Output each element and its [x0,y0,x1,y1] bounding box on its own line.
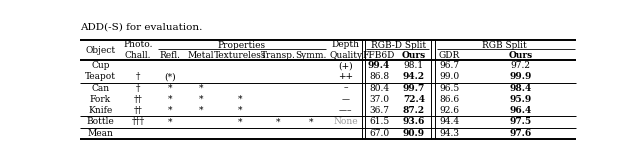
Text: Symm.: Symm. [296,51,327,60]
Text: 94.4: 94.4 [439,117,459,127]
Text: †: † [136,72,140,81]
Text: 99.9: 99.9 [509,72,532,81]
Text: †: † [136,84,140,93]
Text: 92.6: 92.6 [439,106,459,115]
Text: 95.9: 95.9 [509,95,532,104]
Text: *: * [276,117,281,127]
Text: 98.4: 98.4 [509,84,532,93]
Text: 97.6: 97.6 [509,129,532,138]
Text: ADD(-S) for evaluation.: ADD(-S) for evaluation. [80,23,202,32]
Text: Depth
Quality: Depth Quality [330,41,362,60]
Text: *: * [199,95,204,104]
Text: 61.5: 61.5 [369,117,389,127]
Text: 97.2: 97.2 [511,61,531,70]
Text: –––: ––– [339,106,353,115]
Text: Bottle: Bottle [86,117,114,127]
Text: 93.6: 93.6 [403,117,425,127]
Text: (+): (+) [339,61,353,70]
Text: Cup: Cup [91,61,109,70]
Text: Properties: Properties [218,41,266,50]
Text: 94.3: 94.3 [439,129,459,138]
Text: None: None [333,117,358,127]
Text: *: * [238,117,243,127]
Text: 90.9: 90.9 [403,129,425,138]
Text: 87.2: 87.2 [403,106,425,115]
Text: Metal: Metal [188,51,214,60]
Text: ––: –– [341,95,350,104]
Text: 98.1: 98.1 [404,61,424,70]
Text: 97.5: 97.5 [509,117,531,127]
Text: *: * [238,106,243,115]
Text: ++: ++ [339,72,353,81]
Text: *: * [238,95,243,104]
Text: *: * [168,84,172,93]
Text: Teapot: Teapot [85,72,116,81]
Text: †††: ††† [131,117,145,127]
Text: GDR: GDR [438,51,460,60]
Text: *: * [168,106,172,115]
Text: 96.5: 96.5 [439,84,459,93]
Text: Can: Can [92,84,109,93]
Text: 99.7: 99.7 [403,84,425,93]
Text: ††: †† [134,106,143,115]
Text: 96.7: 96.7 [439,61,459,70]
Text: Photo.
Chall.: Photo. Chall. [124,41,153,60]
Text: Ours: Ours [508,51,532,60]
Text: Knife: Knife [88,106,113,115]
Text: Ours: Ours [402,51,426,60]
Text: *: * [199,106,204,115]
Text: 72.4: 72.4 [403,95,425,104]
Text: 99.4: 99.4 [368,61,390,70]
Text: Refl.: Refl. [159,51,180,60]
Text: Object: Object [85,46,115,55]
Text: 86.6: 86.6 [439,95,459,104]
Text: *: * [168,95,172,104]
Text: ††: †† [134,95,143,104]
Text: RGB-D Split: RGB-D Split [371,41,426,50]
Text: 67.0: 67.0 [369,129,389,138]
Text: 36.7: 36.7 [369,106,389,115]
Text: (*): (*) [164,72,175,81]
Text: 96.4: 96.4 [509,106,532,115]
Text: 37.0: 37.0 [369,95,389,104]
Text: RGB Split: RGB Split [482,41,527,50]
Text: 80.4: 80.4 [369,84,389,93]
Text: 99.0: 99.0 [439,72,459,81]
Text: –: – [344,84,348,93]
Text: Fork: Fork [90,95,111,104]
Text: Transp.: Transp. [261,51,296,60]
Text: 86.8: 86.8 [369,72,389,81]
Text: *: * [309,117,314,127]
Text: Mean: Mean [88,129,113,138]
Text: *: * [199,84,204,93]
Text: Textureless: Textureless [214,51,266,60]
Text: 94.2: 94.2 [403,72,425,81]
Text: FFB6D: FFB6D [363,51,396,60]
Text: *: * [168,117,172,127]
